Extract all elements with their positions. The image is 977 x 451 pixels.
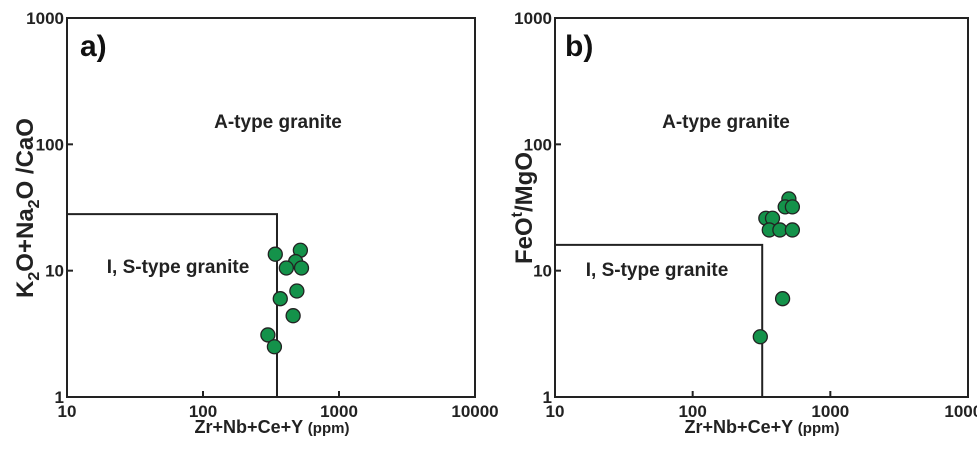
x-tick-label: 10 — [58, 402, 77, 421]
field-boundary-line — [67, 213, 278, 397]
data-point — [266, 339, 283, 355]
x-axis-label: Zr+Nb+Ce+Y (ppm) — [195, 417, 350, 437]
panel-label: a) — [80, 30, 107, 63]
data-point — [260, 327, 276, 343]
chart-panel-2: 101001000100001101001000b)A-type granite… — [509, 9, 977, 437]
data-point — [267, 246, 283, 262]
field-boundary-line — [555, 243, 764, 397]
data-point — [784, 222, 801, 238]
y-axis-label: K2O+Na2O /CaO — [12, 118, 43, 298]
data-point — [784, 199, 801, 215]
data-point — [293, 260, 310, 276]
region-label-a-type: A-type granite — [662, 112, 790, 133]
x-tick-label: 1000 — [320, 402, 358, 421]
data-point — [285, 308, 301, 324]
data-point — [289, 283, 305, 299]
x-tick-label: 10000 — [944, 402, 977, 421]
data-point — [272, 291, 288, 307]
panel-label: b) — [565, 30, 593, 63]
x-tick-label: 1000 — [811, 402, 849, 421]
x-axis-label: Zr+Nb+Ce+Y (ppm) — [685, 417, 840, 437]
y-tick-label: 1000 — [26, 9, 64, 28]
y-tick-label: 100 — [36, 135, 64, 154]
y-tick-label: 10 — [45, 262, 64, 281]
y-tick-label: 1000 — [514, 9, 552, 28]
data-point — [774, 291, 791, 307]
region-label-is-type: I, S-type granite — [586, 260, 729, 281]
data-point — [752, 329, 768, 345]
x-tick-label: 10 — [546, 402, 565, 421]
x-tick-label: 100 — [678, 402, 706, 421]
y-tick-label: 100 — [524, 135, 552, 154]
x-tick-label: 10000 — [451, 402, 498, 421]
x-tick-label: 100 — [189, 402, 217, 421]
region-label-a-type: A-type granite — [214, 112, 342, 133]
y-tick-label: 1 — [55, 388, 64, 407]
y-tick-label: 10 — [533, 262, 552, 281]
data-point — [278, 260, 294, 276]
y-axis-label: FeOt/MgO — [509, 152, 538, 264]
plot-frame — [66, 17, 476, 398]
y-tick-label: 1 — [543, 388, 552, 407]
region-label-is-type: I, S-type granite — [107, 257, 250, 278]
